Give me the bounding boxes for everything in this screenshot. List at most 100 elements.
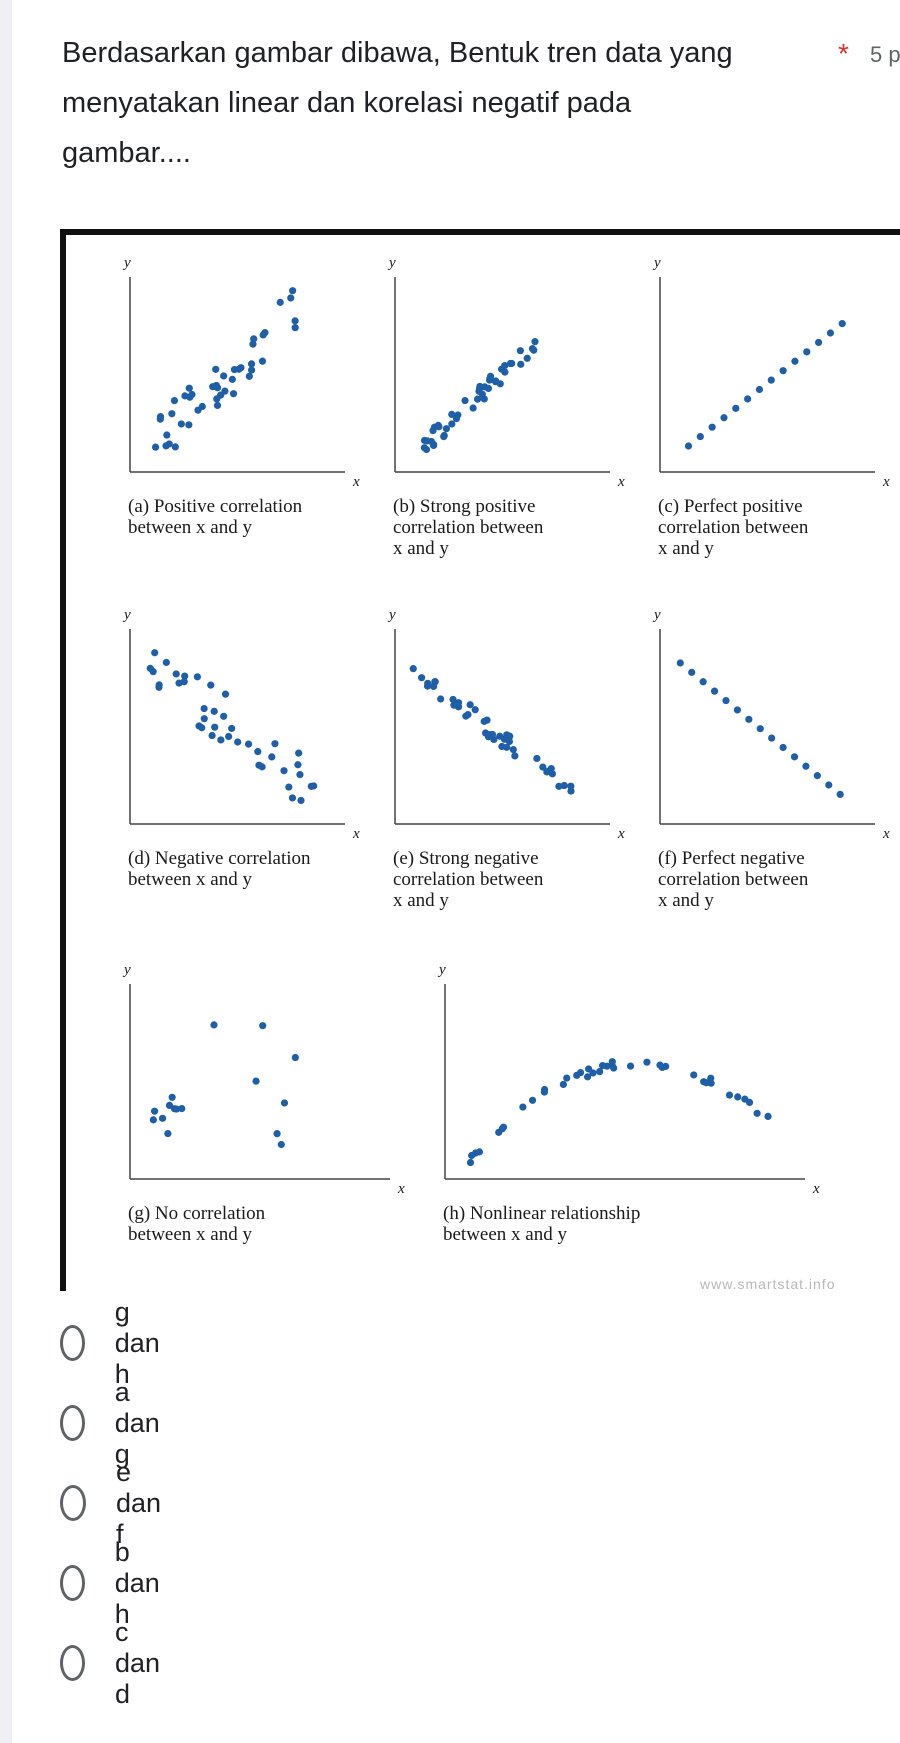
scatter-point-d bbox=[210, 707, 218, 715]
scatter-point-h bbox=[468, 1151, 476, 1160]
scatter-point-c bbox=[708, 423, 716, 431]
scatter-point-b bbox=[523, 354, 531, 362]
scatter-point-e bbox=[539, 763, 547, 771]
scatter-point-g bbox=[149, 1116, 157, 1124]
scatter-point-d bbox=[181, 672, 189, 680]
scatter-point-g bbox=[291, 1053, 299, 1062]
scatter-point-a bbox=[186, 393, 194, 401]
scatter-point-b bbox=[448, 410, 456, 419]
scatter-point-b bbox=[481, 383, 489, 391]
scatter-point-h bbox=[608, 1058, 616, 1066]
scatter-point-e bbox=[490, 735, 498, 744]
question-line-3: gambar.... bbox=[62, 137, 191, 169]
scatter-point-f bbox=[688, 668, 696, 676]
scatter-point-g bbox=[210, 1021, 218, 1029]
scatter-point-a bbox=[291, 324, 299, 332]
panel-caption-a: between x and y bbox=[128, 517, 252, 538]
watermark-text: www.smartstat.info bbox=[699, 1276, 835, 1291]
scatter-point-a bbox=[217, 391, 225, 399]
y-axis-label-b: y bbox=[387, 255, 396, 271]
scatter-point-d bbox=[146, 664, 154, 672]
scatter-point-a bbox=[163, 431, 171, 439]
scatter-point-a bbox=[213, 401, 222, 410]
scatter-point-a bbox=[212, 365, 220, 373]
scatter-point-h bbox=[540, 1088, 549, 1096]
panel-caption-c: (c) Perfect positive bbox=[658, 496, 803, 517]
x-axis-label-d: x bbox=[352, 826, 360, 842]
option-a-dan-g[interactable]: a dan g bbox=[60, 1377, 171, 1469]
scatter-point-d bbox=[193, 673, 201, 681]
scatter-point-d bbox=[217, 736, 225, 744]
scatter-point-a bbox=[258, 357, 267, 365]
panel-caption-b: correlation between bbox=[393, 517, 544, 538]
scatter-point-b bbox=[531, 338, 539, 346]
scatter-point-e bbox=[480, 717, 488, 725]
scatter-point-d bbox=[151, 649, 159, 657]
option-b-dan-h[interactable]: b dan h bbox=[60, 1537, 171, 1629]
scatter-point-f bbox=[813, 772, 821, 780]
scatter-point-b bbox=[442, 425, 451, 433]
panel-caption-b: x and y bbox=[393, 538, 449, 559]
scatter-point-h bbox=[690, 1071, 698, 1079]
panel-caption-c: correlation between bbox=[658, 517, 809, 538]
x-axis-label-e: x bbox=[617, 826, 625, 842]
scatter-point-f bbox=[710, 687, 719, 695]
option-c-dan-d[interactable]: c dan d bbox=[60, 1617, 171, 1709]
panel-caption-h: (h) Nonlinear relationship bbox=[443, 1203, 640, 1224]
radio-button[interactable] bbox=[60, 1325, 85, 1361]
scatter-point-d bbox=[296, 771, 304, 779]
x-axis-label-c: x bbox=[882, 474, 890, 490]
scatter-point-d bbox=[180, 678, 188, 686]
scatter-point-a bbox=[156, 413, 165, 421]
scatter-point-e bbox=[450, 701, 458, 709]
scatter-point-a bbox=[165, 440, 173, 448]
scatter-point-g bbox=[164, 1129, 172, 1138]
scatter-point-h bbox=[466, 1158, 475, 1167]
radio-button[interactable] bbox=[60, 1645, 85, 1681]
scatter-point-b bbox=[469, 404, 477, 412]
scatter-point-a bbox=[171, 443, 179, 451]
option-e-dan-f[interactable]: e dan f bbox=[60, 1457, 171, 1549]
scatter-point-h bbox=[643, 1058, 651, 1066]
panel-caption-b: (b) Strong positive bbox=[393, 496, 536, 517]
scatter-point-d bbox=[244, 740, 253, 748]
scatter-point-e bbox=[466, 701, 474, 709]
panel-caption-f: x and y bbox=[658, 890, 714, 911]
scatter-point-f bbox=[836, 790, 844, 799]
scatter-point-a bbox=[177, 420, 185, 428]
scatter-point-f bbox=[756, 725, 764, 733]
scatter-point-b bbox=[517, 360, 525, 368]
scatter-point-a bbox=[168, 410, 176, 418]
scatter-point-h bbox=[519, 1103, 527, 1111]
scatter-point-a bbox=[245, 372, 253, 380]
scatter-point-b bbox=[498, 365, 506, 373]
scatter-point-b bbox=[430, 440, 438, 449]
scatter-point-d bbox=[162, 658, 170, 667]
panel-caption-d: (d) Negative correlation bbox=[128, 848, 311, 869]
scatter-point-g bbox=[252, 1077, 260, 1085]
radio-button[interactable] bbox=[60, 1485, 86, 1521]
scatter-point-b bbox=[461, 396, 469, 405]
scatter-point-e bbox=[471, 706, 479, 714]
scatter-point-c bbox=[803, 348, 811, 356]
scatter-point-h bbox=[559, 1080, 567, 1089]
scatter-point-d bbox=[208, 731, 216, 740]
scatter-point-e bbox=[409, 665, 417, 673]
scatter-point-e bbox=[567, 782, 575, 790]
panel-caption-g: between x and y bbox=[128, 1224, 252, 1245]
scatter-point-c bbox=[814, 338, 823, 347]
scatter-point-a bbox=[287, 294, 295, 302]
scatter-point-d bbox=[211, 723, 219, 731]
radio-button[interactable] bbox=[60, 1565, 85, 1601]
scatter-point-b bbox=[516, 347, 524, 355]
scatter-point-e bbox=[511, 752, 519, 760]
scatter-point-e bbox=[555, 782, 563, 790]
scatter-point-f bbox=[790, 753, 799, 761]
scatter-point-a bbox=[276, 298, 284, 306]
scatter-point-a bbox=[237, 364, 245, 372]
scatter-point-b bbox=[440, 433, 448, 441]
option-label: a dan g bbox=[114, 1376, 160, 1469]
radio-button[interactable] bbox=[60, 1405, 85, 1441]
option-g-dan-h[interactable]: g dan h bbox=[60, 1297, 171, 1389]
